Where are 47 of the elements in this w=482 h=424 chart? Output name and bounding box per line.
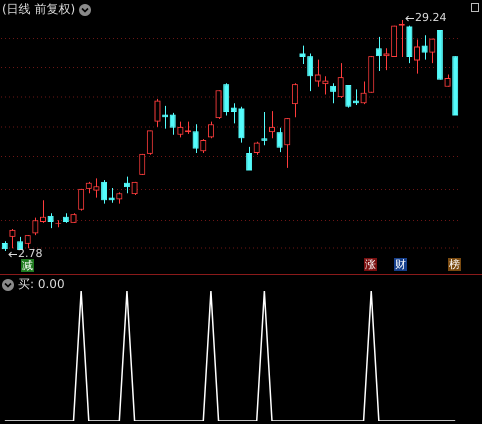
candlestick xyxy=(192,124,199,154)
candlestick xyxy=(200,138,206,154)
annotation: 2.78 xyxy=(18,247,42,260)
candlestick xyxy=(360,80,367,105)
text: 涨 xyxy=(364,258,377,271)
candlestick xyxy=(132,181,138,196)
candlestick xyxy=(307,53,314,92)
candlestick xyxy=(352,88,359,106)
text: 财 xyxy=(394,258,407,271)
candlestick xyxy=(276,127,283,153)
candlestick xyxy=(154,98,160,128)
candlestick xyxy=(146,130,153,156)
candlestick xyxy=(40,200,46,224)
candlestick xyxy=(314,59,321,88)
candlestick xyxy=(162,105,168,130)
candlestick xyxy=(93,178,100,198)
candlestick xyxy=(269,110,275,139)
candlestick xyxy=(2,240,8,252)
candlestick xyxy=(78,188,84,212)
candlestick xyxy=(9,228,16,249)
candlestick xyxy=(124,176,130,194)
candlestick xyxy=(62,212,69,224)
candlestick xyxy=(116,192,122,204)
candlestick xyxy=(345,84,352,108)
candlestick xyxy=(422,34,428,60)
candlestick xyxy=(429,38,436,64)
candlestick xyxy=(261,112,268,146)
candlestick xyxy=(414,39,420,74)
candlestick xyxy=(32,217,38,236)
candlestick xyxy=(292,82,298,118)
chart-title: (日线 前复权) xyxy=(2,1,76,18)
annotation: 29.24 xyxy=(415,11,446,24)
candlestick xyxy=(101,180,108,204)
candlestick xyxy=(322,76,328,96)
chart-title: 买: 0.00 xyxy=(18,276,65,293)
text: 减 xyxy=(21,259,34,272)
candlestick xyxy=(48,212,54,229)
candlestick xyxy=(230,102,237,124)
candlestick xyxy=(208,121,214,139)
candlestick xyxy=(254,141,260,156)
text: 榜 xyxy=(448,258,461,271)
candlestick xyxy=(86,181,92,194)
candlestick xyxy=(338,62,344,99)
candlestick xyxy=(246,146,252,172)
candlestick xyxy=(300,45,306,64)
candlestick xyxy=(330,82,336,104)
candlestick xyxy=(376,36,382,72)
